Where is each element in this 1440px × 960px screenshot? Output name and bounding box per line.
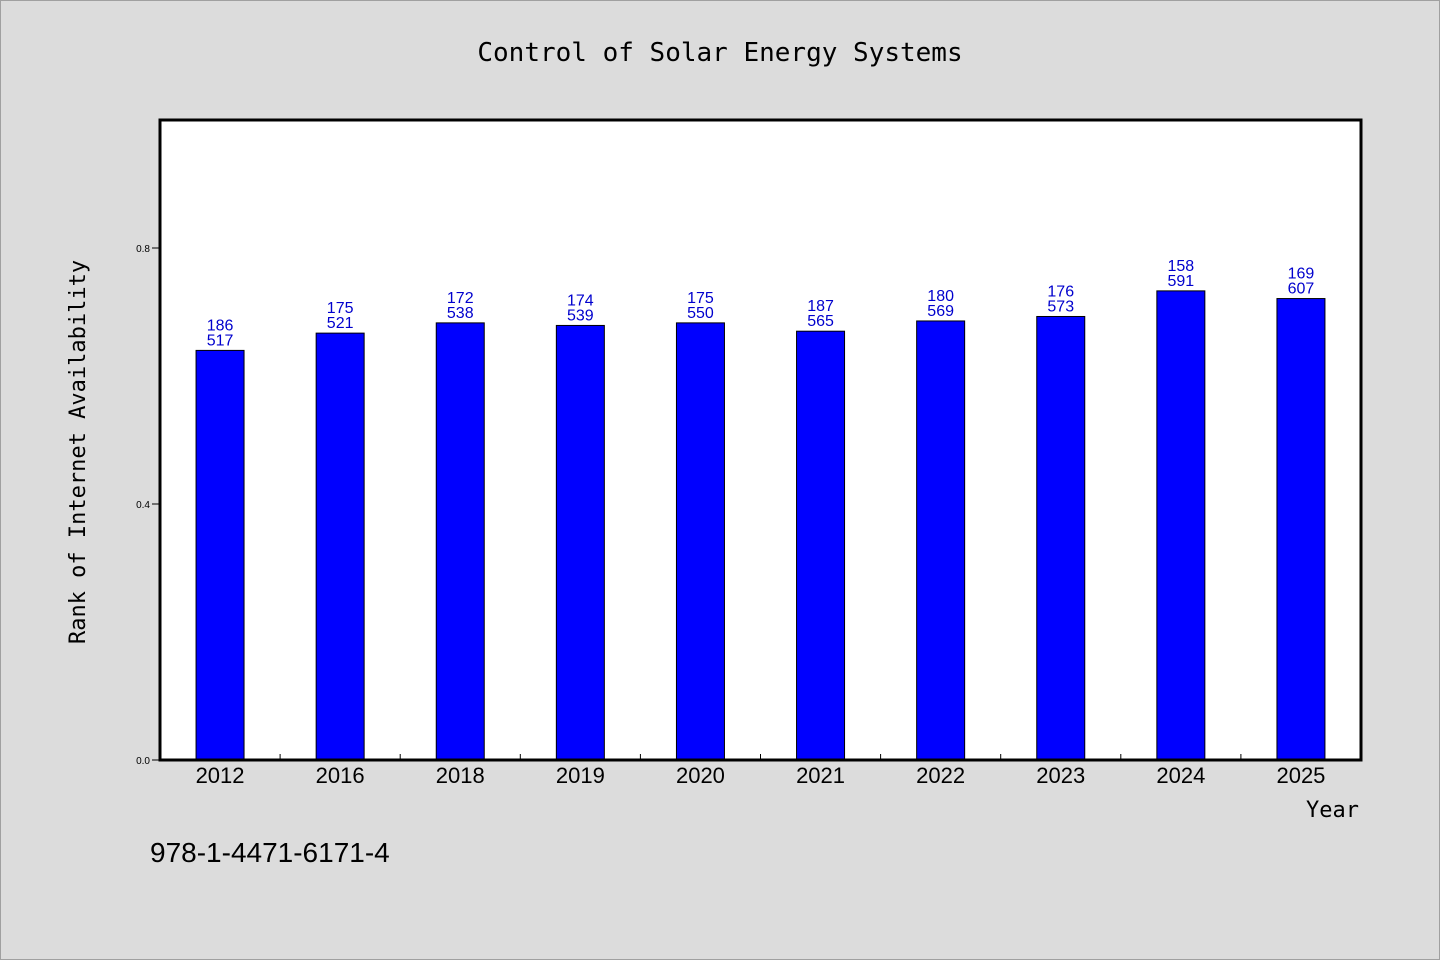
x-tick-label-2025: 2025 [1276,763,1325,788]
x-tick-label-2024: 2024 [1156,763,1205,788]
bar-2022 [916,320,966,761]
bar-label-bottom-2019: 539 [567,307,594,324]
x-ticks-group: 2012 2016 2018 2019 2020 2021 2022 2023 2024 2025 [196,754,1325,788]
bar-label-bottom-2021: 565 [807,313,834,330]
y-tick-label-0.4: 0.4 [136,500,150,511]
x-axis-label: Year [1306,798,1359,823]
bar-label-top-2023: 176 [1047,283,1074,300]
bar-label-bottom-2012: 517 [207,332,234,349]
bars-group [195,290,1326,761]
bar-2020 [675,322,725,761]
bar-label-top-2012: 186 [207,317,234,334]
bar-label-bottom-2024: 591 [1167,273,1194,290]
bar-label-bottom-2020: 550 [687,305,714,322]
chart-title: Control of Solar Energy Systems [477,38,962,68]
y-tick-label-0.0: 0.0 [136,756,150,767]
bar-label-bottom-2025: 607 [1288,281,1315,298]
x-tick-label-2021: 2021 [796,763,845,788]
bar-label-bottom-2023: 573 [1047,298,1074,315]
x-tick-label-2018: 2018 [436,763,485,788]
y-axis-label: Rank of Internet Availability [66,260,91,644]
bar-2025 [1276,298,1326,761]
bar-label-top-2024: 158 [1167,258,1194,275]
x-tick-label-2019: 2019 [556,763,605,788]
bar-label-top-2025: 169 [1288,266,1315,283]
bar-2021 [796,330,846,761]
bar-label-top-2016: 175 [327,300,354,317]
bar-2012 [195,349,245,761]
x-tick-label-2023: 2023 [1036,763,1085,788]
bar-label-top-2018: 172 [447,290,474,307]
plot-frame [158,118,1363,762]
bar-2024 [1156,290,1206,761]
bar-label-top-2019: 174 [567,292,594,309]
bar-label-bottom-2018: 538 [447,305,474,322]
bar-label-top-2022: 180 [927,288,954,305]
x-tick-label-2022: 2022 [916,763,965,788]
bar-label-bottom-2022: 569 [927,303,954,320]
bar-2023 [1036,315,1086,761]
bar-2018 [435,322,485,761]
bar-2019 [555,324,605,761]
bar-2016 [315,332,365,761]
bar-label-bottom-2016: 521 [327,315,354,332]
y-tick-label-0.8: 0.8 [136,244,150,255]
x-tick-label-2020: 2020 [676,763,725,788]
bar-label-top-2020: 175 [687,290,714,307]
isbn-text: 978-1-4471-6171-4 [150,837,390,868]
bar-label-top-2021: 187 [807,298,834,315]
x-tick-label-2016: 2016 [316,763,365,788]
x-tick-label-2012: 2012 [196,763,245,788]
